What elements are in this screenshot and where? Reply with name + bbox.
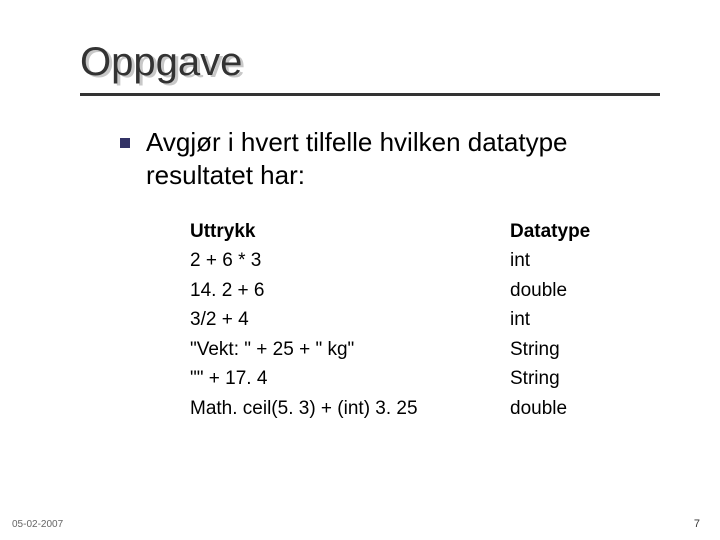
cell-type: double [510, 276, 660, 305]
cell-expr: 2 + 6 * 3 [190, 246, 510, 275]
lead-row: Avgjør i hvert tilfelle hvilken datatype… [80, 126, 720, 191]
cell-expr: "Vekt: " + 25 + " kg" [190, 335, 510, 364]
header-type: Datatype [510, 217, 660, 246]
cell-type: String [510, 335, 660, 364]
cell-expr: Math. ceil(5. 3) + (int) 3. 25 [190, 394, 510, 423]
cell-type: double [510, 394, 660, 423]
footer-date: 05-02-2007 [12, 519, 63, 530]
cell-type: int [510, 246, 660, 275]
table-row: "Vekt: " + 25 + " kg" String [190, 335, 720, 364]
table-row: 2 + 6 * 3 int [190, 246, 720, 275]
slide: Oppgave Oppgave Avgjør i hvert tilfelle … [0, 0, 720, 540]
header-expr: Uttrykk [190, 217, 510, 246]
cell-expr: "" + 17. 4 [190, 364, 510, 393]
expression-table: Uttrykk Datatype 2 + 6 * 3 int 14. 2 + 6… [80, 217, 720, 423]
bullet-icon [120, 138, 130, 148]
table-row: Math. ceil(5. 3) + (int) 3. 25 double [190, 394, 720, 423]
table-row: 3/2 + 4 int [190, 305, 720, 334]
slide-title: Oppgave [80, 40, 660, 96]
footer-page-number: 7 [694, 518, 700, 530]
table-header-row: Uttrykk Datatype [190, 217, 720, 246]
cell-type: String [510, 364, 660, 393]
cell-expr: 14. 2 + 6 [190, 276, 510, 305]
cell-type: int [510, 305, 660, 334]
table-row: "" + 17. 4 String [190, 364, 720, 393]
lead-text: Avgjør i hvert tilfelle hvilken datatype… [146, 126, 660, 191]
table-row: 14. 2 + 6 double [190, 276, 720, 305]
title-block: Oppgave Oppgave [80, 40, 720, 96]
cell-expr: 3/2 + 4 [190, 305, 510, 334]
